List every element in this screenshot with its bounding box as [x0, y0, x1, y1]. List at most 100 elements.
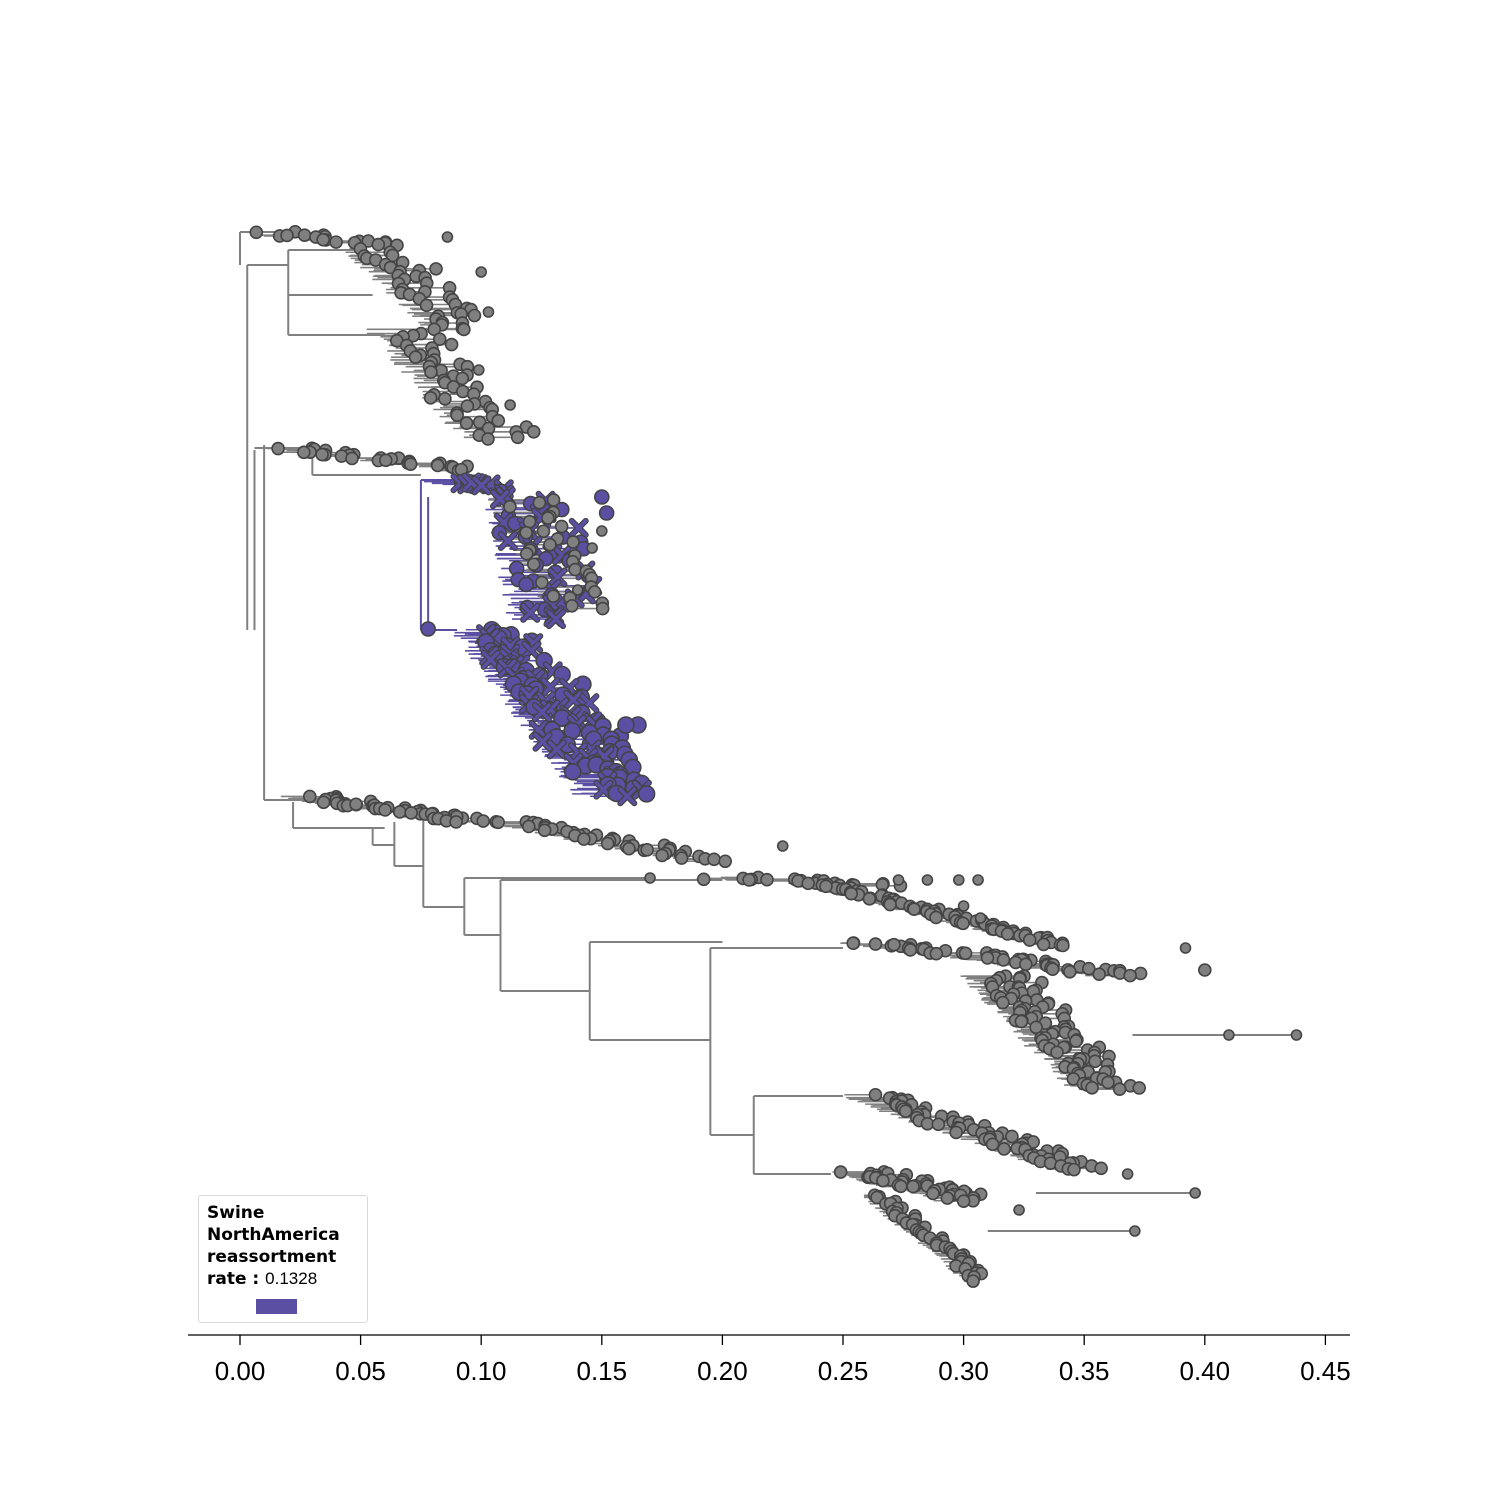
clade2a-tip [297, 445, 311, 460]
clade3e-tip [1063, 964, 1077, 979]
tip-node [595, 525, 608, 537]
clade3e-tip [1092, 967, 1106, 982]
clade3d-tip [883, 897, 897, 912]
clade3c-tip [760, 872, 774, 887]
clade3e-tip [1019, 957, 1033, 972]
clade3i-tip [966, 1274, 980, 1288]
tip-cross-marker [497, 530, 518, 551]
clade1c-tip [423, 390, 438, 405]
x-tick-label: 0.45 [1300, 1356, 1351, 1386]
tree-nodes [249, 224, 1303, 1288]
tip-node [441, 231, 454, 243]
legend-rate-value: 0.1328 [265, 1269, 318, 1288]
grey-in-purple-tip [519, 547, 534, 561]
tip-node [921, 874, 934, 886]
clade3b-tip [537, 823, 552, 838]
clade3b-tip [600, 836, 615, 851]
clade3e-tip [1123, 968, 1137, 983]
grey-in-purple-tip [587, 585, 602, 599]
clade3b-tip [640, 843, 654, 857]
tip-node [1013, 1204, 1025, 1216]
tip-node [482, 306, 495, 318]
legend-line-1: Swine [207, 1203, 265, 1223]
clade3g-tip [1067, 1162, 1081, 1177]
clade3b-tip [491, 815, 506, 830]
tip-node [644, 872, 656, 884]
clade1a-tip [297, 228, 312, 243]
grey-in-purple-tip [541, 511, 555, 525]
tip-cross-marker [617, 786, 638, 807]
clade1c-tip [408, 350, 423, 364]
clade3f-tip [1085, 1081, 1099, 1095]
clade3f-tip [1101, 1075, 1115, 1090]
tip-cross-marker [520, 602, 541, 623]
clade3d-tip [819, 879, 833, 894]
legend-rate-label: rate : [207, 1269, 260, 1289]
clade3f-tip [1014, 1014, 1029, 1029]
clade1c-tip [432, 332, 447, 346]
clade3e-tip [846, 936, 861, 950]
tip-node [972, 874, 984, 886]
tip-node [617, 716, 635, 734]
x-tick-label: 0.00 [215, 1356, 266, 1386]
grey-in-purple-tip [566, 535, 580, 549]
clade3g-tip [997, 1142, 1011, 1156]
clade2a-tip [271, 441, 285, 456]
clade3f-tip [1132, 1081, 1146, 1095]
clade3e-tip [929, 946, 944, 961]
clade1c-tip [491, 413, 506, 428]
tip-node [776, 840, 789, 852]
tip-node [571, 584, 584, 596]
tip-node [598, 505, 615, 521]
clade3e-tip [958, 946, 973, 961]
clade3d-tip [929, 910, 943, 925]
clade1c-tip [526, 424, 541, 439]
clade1c-tip [424, 365, 438, 379]
tip-node [1179, 942, 1192, 954]
grey-in-purple-tip [595, 601, 610, 616]
legend-rate-row: rate : 0.1328 [207, 1268, 340, 1290]
legend-color-swatch [256, 1299, 297, 1314]
grey-in-purple-tip [565, 599, 579, 613]
grey-in-purple-tip [568, 562, 582, 577]
tip-node [593, 489, 610, 505]
grey-in-purple-tip [522, 514, 537, 529]
tree-branches [239, 230, 1297, 1282]
tip-node [1189, 1187, 1201, 1199]
grey-in-purple-tip [554, 519, 569, 534]
purple-c-tip [637, 785, 656, 803]
tip-node [1290, 1029, 1303, 1041]
clade2a-tip [430, 458, 445, 473]
clade3c-tip [801, 876, 815, 891]
tip-node [974, 912, 987, 924]
clade3f-tip [1050, 1045, 1064, 1060]
grey-in-purple-tip [503, 499, 517, 514]
clade3d-tip [907, 902, 921, 917]
clade3g-tip [868, 1087, 883, 1102]
clade3g-tip [1005, 1129, 1019, 1144]
tip-cross-marker [480, 649, 501, 670]
tip-node [1198, 963, 1212, 977]
clade1c-tip [438, 391, 452, 406]
grey-in-purple-tip [532, 495, 547, 510]
clade3b-tip [718, 854, 733, 869]
clade3c-tip [696, 872, 711, 887]
legend: Swine NorthAmerica reassortment rate : 0… [198, 1195, 368, 1323]
clade1c-tip [456, 384, 470, 399]
tip-cross-marker [568, 517, 589, 538]
grey-in-purple-tip [546, 493, 561, 507]
x-axis: 0.00 0.05 0.10 0.15 0.20 0.25 0.30 0.35 0.40 0.45 [188, 1334, 1351, 1386]
legend-line-2: NorthAmerica [207, 1225, 340, 1245]
tip-cross-marker [563, 689, 584, 710]
clade3h-tip [894, 1179, 908, 1194]
clade3b-tip [707, 852, 721, 867]
clade3e-tip [1045, 962, 1060, 976]
clade3e-tip [996, 953, 1011, 967]
clade3a-tip [449, 815, 463, 829]
purple-b-tip [518, 576, 534, 593]
clade3a-tip [316, 795, 331, 810]
clade3h-tip [940, 1191, 955, 1205]
clade3e-tip [1082, 961, 1096, 976]
purple-c-tip [563, 762, 582, 781]
clade1c-tip [459, 416, 474, 430]
